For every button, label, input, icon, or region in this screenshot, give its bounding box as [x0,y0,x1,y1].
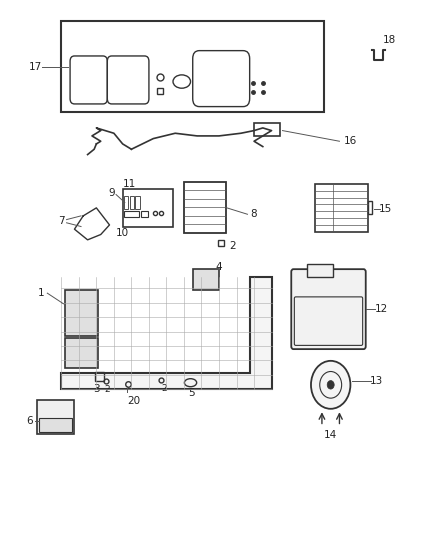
Bar [184,182,226,233]
Text: 16: 16 [344,136,357,146]
Text: 2: 2 [105,385,110,393]
Bar [123,189,173,227]
Text: 1: 1 [38,288,45,298]
Bar [124,211,139,217]
Bar [368,201,372,214]
Bar [61,21,324,112]
Text: 10: 10 [116,228,129,238]
Text: 17: 17 [28,62,42,71]
Bar [124,196,128,209]
Polygon shape [61,277,272,389]
Bar [65,338,98,368]
FancyBboxPatch shape [291,269,366,349]
Text: 9: 9 [108,189,115,198]
Text: 12: 12 [374,304,388,314]
Text: 2: 2 [162,384,167,392]
Text: 4: 4 [215,262,223,271]
Text: 11: 11 [123,179,136,189]
Text: 3: 3 [93,384,100,394]
Circle shape [311,361,350,409]
Text: 5: 5 [188,388,195,398]
Bar [315,184,368,232]
Text: 7: 7 [58,216,65,226]
Bar [141,211,148,217]
Text: 15: 15 [379,204,392,214]
Text: 20: 20 [127,396,140,406]
Bar [95,372,104,381]
Bar [39,418,72,432]
Bar [135,196,140,209]
Text: 6: 6 [26,416,33,426]
Bar [130,196,134,209]
Text: 13: 13 [370,376,383,386]
Circle shape [327,381,334,389]
Bar [37,400,74,434]
Text: 14: 14 [324,431,337,440]
Text: 18: 18 [383,35,396,45]
Bar [307,264,333,277]
Bar [65,290,98,336]
Text: 2: 2 [229,241,236,251]
Bar [254,123,280,136]
Bar [193,269,219,290]
Text: 8: 8 [251,209,258,219]
